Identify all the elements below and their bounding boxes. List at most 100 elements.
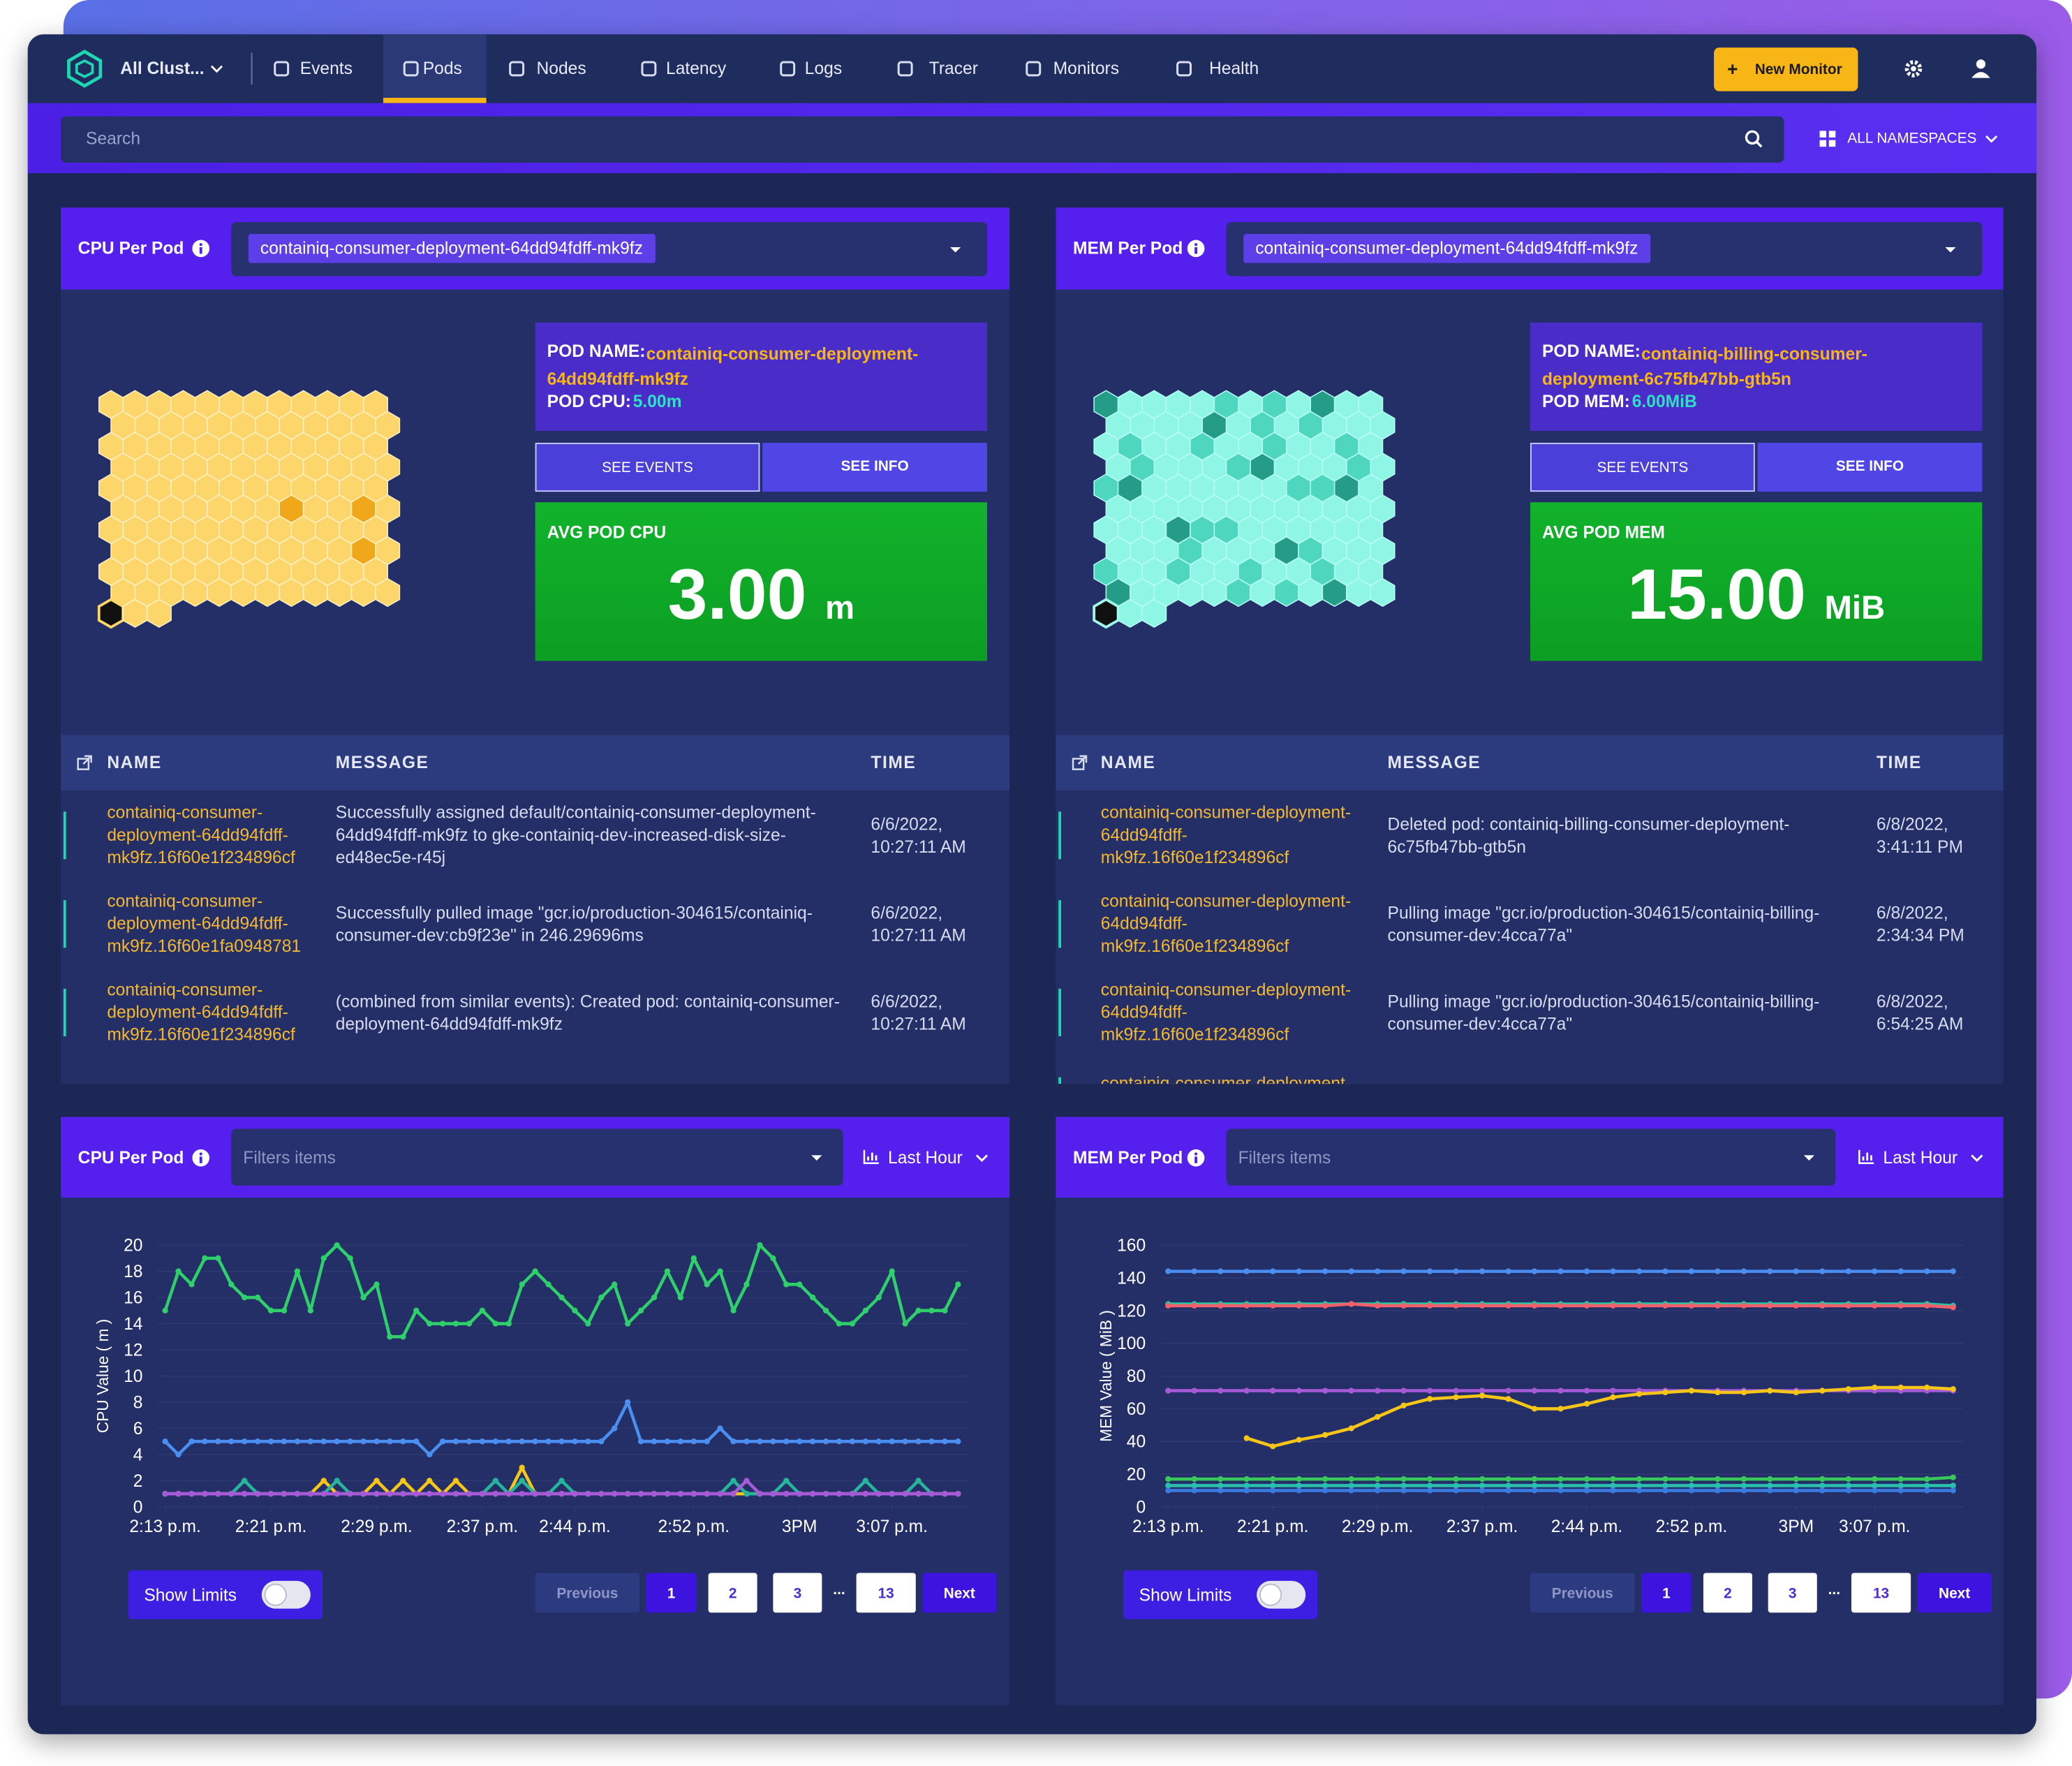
data-point (1897, 1384, 1904, 1391)
nav-icon (509, 61, 525, 77)
cell-name[interactable]: containiq-consumer-deployment- (1100, 1073, 1352, 1084)
nav-item[interactable]: Events (299, 58, 353, 78)
page-button[interactable]: 1 (646, 1573, 697, 1613)
page-button[interactable]: Next (922, 1573, 997, 1613)
data-point (849, 1320, 856, 1327)
nav-item[interactable]: Pods (422, 58, 462, 78)
data-point (387, 1438, 393, 1445)
page-button[interactable]: ... (1825, 1573, 1844, 1613)
page-button[interactable]: 1 (1641, 1573, 1692, 1613)
nav-item[interactable]: Nodes (536, 58, 586, 78)
data-point (664, 1491, 671, 1497)
new-monitor-button[interactable]: + New Monitor (1714, 47, 1858, 91)
pod-hex (1093, 598, 1120, 629)
data-point (1322, 1268, 1329, 1274)
range-select[interactable]: Last Hour (888, 1147, 963, 1168)
nav-icon (641, 61, 657, 77)
page-button[interactable]: Previous (1530, 1573, 1635, 1613)
cell-name[interactable]: containiq-consumer-deployment-64dd94fdff… (107, 802, 295, 867)
data-point (1897, 1476, 1904, 1482)
data-point (1740, 1389, 1747, 1396)
show-limits-toggle[interactable]: Show Limits (128, 1570, 323, 1619)
see-info-button[interactable]: SEE INFO (1757, 443, 1983, 492)
y-tick-label: 60 (1127, 1400, 1146, 1419)
cell-name[interactable]: containiq-consumer-deployment-64dd94fdff… (107, 979, 295, 1045)
page-button[interactable]: 3 (1768, 1573, 1817, 1613)
data-point (400, 1491, 406, 1497)
y-tick-label: 14 (124, 1315, 142, 1334)
namespace-select[interactable]: ALL NAMESPACES (1847, 131, 1977, 147)
data-point (307, 1491, 313, 1497)
data-point (215, 1438, 221, 1445)
nav-item[interactable]: Latency (666, 58, 727, 78)
pod-info-box: POD NAME: containiq-billing-consumer-depl… (1530, 322, 1983, 432)
data-point (822, 1491, 829, 1497)
data-point (439, 1320, 446, 1327)
data-point (717, 1425, 723, 1432)
cell-name[interactable]: containiq-consumer-deployment-64dd94fdff… (1100, 979, 1352, 1045)
data-point (1767, 1476, 1773, 1482)
data-point (1270, 1476, 1276, 1482)
data-point (452, 1438, 459, 1445)
nav-item[interactable]: Logs (804, 58, 843, 78)
data-point (1426, 1268, 1433, 1274)
cell-name[interactable]: containiq-consumer-deployment-64dd94fdff… (1100, 802, 1352, 867)
data-point (1505, 1476, 1511, 1482)
see-info-button[interactable]: SEE INFO (762, 443, 987, 492)
data-point (1872, 1476, 1878, 1482)
see-events-button[interactable]: SEE EVENTS (1530, 443, 1755, 492)
pod-select[interactable]: containiq-consumer-deployment-64dd94fdff… (1226, 222, 1983, 277)
data-point (1583, 1401, 1590, 1407)
nav-item[interactable]: Health (1209, 58, 1259, 78)
data-point (558, 1478, 565, 1484)
x-tick-label: 2:44 p.m. (539, 1517, 611, 1536)
range-select[interactable]: Last Hour (1883, 1147, 1958, 1168)
page-button[interactable]: ... (830, 1573, 849, 1613)
data-point (281, 1307, 288, 1314)
data-point (519, 1438, 525, 1445)
filter-select[interactable]: Filters items (1226, 1128, 1836, 1186)
data-point (439, 1491, 446, 1497)
pod-select[interactable]: containiq-consumer-deployment-64dd94fdff… (231, 222, 987, 277)
avg-figure: 3.00 m (535, 552, 987, 637)
y-tick-label: 20 (124, 1237, 142, 1256)
pod-panel: CPU Per Pod containiq-consumer-deployment… (61, 207, 1010, 1084)
data-point (1950, 1482, 1956, 1489)
data-point (492, 1478, 499, 1484)
data-point (242, 1438, 248, 1445)
data-point (664, 1268, 671, 1274)
nav-item[interactable]: Tracer (928, 58, 978, 78)
page-button[interactable]: 13 (856, 1573, 916, 1613)
cluster-select[interactable]: All Clust... (120, 58, 205, 78)
page-button[interactable]: Next (1917, 1573, 1992, 1613)
data-point (505, 1320, 512, 1327)
page-button[interactable]: Previous (535, 1573, 640, 1613)
data-point (215, 1491, 221, 1497)
data-point (1557, 1268, 1564, 1274)
data-point (1270, 1487, 1276, 1494)
data-point (1767, 1388, 1773, 1394)
page-button[interactable]: 3 (773, 1573, 822, 1613)
data-point (505, 1491, 512, 1497)
data-point (862, 1491, 869, 1497)
page-button[interactable]: 13 (1851, 1573, 1911, 1613)
page-button[interactable]: 2 (708, 1573, 757, 1613)
y-axis-label: CPU Value ( m ) (94, 1319, 112, 1434)
show-limits-toggle[interactable]: Show Limits (1123, 1570, 1318, 1619)
y-tick-label: 140 (1117, 1269, 1146, 1288)
button-label: SEE INFO (841, 458, 909, 475)
data-point (624, 1491, 631, 1497)
cell-name[interactable]: containiq-consumer-deployment-64dd94fdff… (1100, 890, 1352, 956)
data-point (1400, 1487, 1407, 1494)
button-label: SEE EVENTS (602, 459, 693, 476)
data-point (1610, 1482, 1616, 1489)
pod-info-box: POD NAME: containiq-consumer-deployment-6… (535, 322, 987, 432)
see-events-button[interactable]: SEE EVENTS (535, 443, 760, 492)
data-point (1924, 1476, 1930, 1482)
cell-name[interactable]: containiq-consumer-deployment-64dd94fdff… (107, 890, 302, 956)
search-box[interactable]: Search (61, 116, 1784, 163)
data-point (294, 1438, 301, 1445)
filter-select[interactable]: Filters items (231, 1128, 843, 1186)
page-button[interactable]: 2 (1703, 1573, 1752, 1613)
nav-item[interactable]: Monitors (1053, 58, 1120, 78)
